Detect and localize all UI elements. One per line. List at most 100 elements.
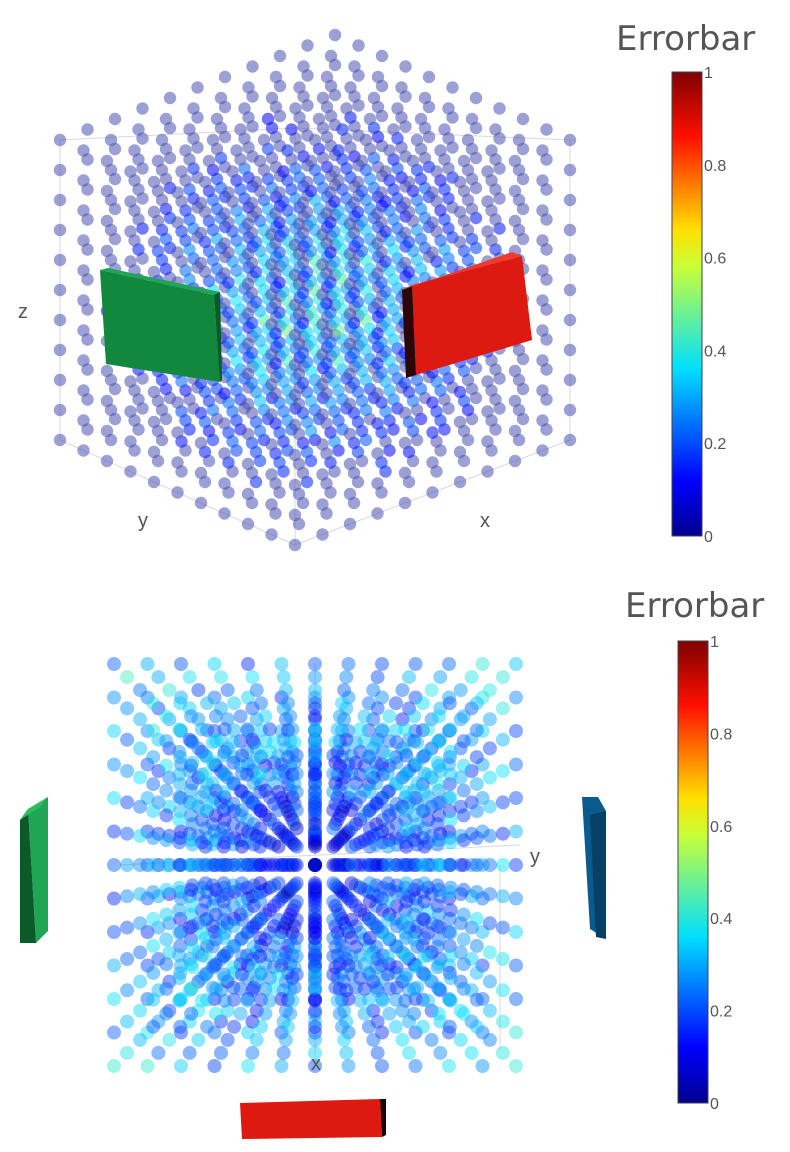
data-point: [308, 833, 322, 848]
data-point: [308, 971, 322, 986]
data-point: [140, 891, 155, 906]
data-point: [316, 348, 329, 361]
data-point: [162, 683, 177, 698]
data-point: [381, 766, 395, 781]
data-point: [288, 388, 302, 402]
data-point: [205, 735, 220, 750]
data-point: [278, 828, 293, 843]
data-point: [271, 803, 286, 818]
data-point: [289, 766, 304, 781]
scatter-3d-top-plot[interactable]: y x Errorbar 00.20.40.60.81: [0, 575, 790, 1152]
data-point: [417, 949, 432, 964]
data-point: [337, 712, 352, 727]
data-point: [276, 983, 291, 998]
data-point: [241, 657, 255, 671]
data-point: [382, 808, 397, 823]
data-point: [227, 992, 242, 1007]
data-point: [140, 791, 155, 805]
data-point: [453, 741, 468, 756]
data-point: [308, 898, 322, 913]
data-point: [426, 216, 439, 229]
data-point: [563, 133, 577, 147]
data-point: [233, 833, 248, 848]
data-point: [330, 993, 345, 1008]
data-point: [421, 925, 436, 940]
scatter-3d-plot[interactable]: z y x Errorbar 00.20.40.60.81: [0, 0, 790, 575]
data-point: [100, 154, 114, 168]
data-point: [442, 696, 457, 711]
data-point: [343, 487, 357, 501]
data-point: [283, 1006, 298, 1021]
data-point: [388, 750, 403, 765]
data-point: [339, 795, 354, 810]
data-point: [120, 795, 135, 810]
data-point: [461, 133, 475, 147]
data-point: [53, 373, 67, 387]
data-point: [218, 507, 231, 520]
data-point: [357, 758, 372, 773]
data-point: [366, 741, 381, 756]
data-point: [240, 903, 255, 918]
data-point: [398, 812, 413, 827]
data-point: [407, 808, 422, 823]
data-point: [398, 436, 412, 450]
data-point: [417, 803, 432, 818]
data-point: [464, 1045, 479, 1060]
data-point: [233, 907, 248, 922]
data-point: [265, 438, 278, 451]
data-point: [308, 932, 322, 947]
data-point: [146, 804, 161, 819]
data-point: [407, 858, 422, 872]
data-point: [410, 796, 425, 811]
data-point: [227, 885, 242, 899]
data-point: [253, 949, 268, 964]
data-point: [269, 207, 282, 220]
data-point: [194, 226, 208, 240]
data-point: [285, 812, 300, 827]
data-point: [276, 670, 291, 685]
data-point: [262, 835, 277, 850]
data-point: [107, 824, 121, 839]
data-point: [328, 939, 343, 954]
data-point: [456, 882, 471, 897]
data-point: [357, 907, 372, 922]
data-point: [214, 889, 228, 904]
data-point: [563, 403, 577, 417]
data-point: [171, 216, 184, 229]
data-point: [421, 903, 436, 918]
data-point: [172, 880, 187, 895]
data-point: [424, 858, 439, 872]
data-point: [249, 770, 264, 785]
data-point: [289, 839, 304, 854]
data-point: [337, 741, 352, 756]
data-point: [357, 734, 372, 749]
data-point: [226, 165, 239, 178]
data-point: [218, 447, 231, 460]
data-point: [107, 858, 121, 872]
data-point: [151, 701, 166, 716]
data-point: [184, 833, 199, 848]
data-point: [191, 887, 206, 902]
data-point: [430, 755, 445, 770]
data-point: [375, 657, 389, 671]
data-point: [389, 898, 404, 913]
data-point: [283, 709, 298, 724]
data-point: [308, 722, 322, 737]
data-point: [326, 766, 341, 781]
data-point: [399, 60, 412, 73]
data-point: [240, 790, 255, 805]
data-point: [249, 175, 263, 189]
data-point: [254, 804, 269, 819]
data-point: [258, 1006, 273, 1021]
data-point: [328, 817, 343, 832]
data-point: [382, 709, 397, 724]
colorbar-tick-label: 0.2: [704, 436, 726, 453]
data-point: [430, 980, 445, 995]
data-point: [171, 486, 184, 499]
data-point: [341, 925, 356, 939]
data-point: [509, 657, 523, 671]
data-point: [362, 931, 377, 945]
chart-panel-3d-top: y x Errorbar 0 0.2 0.4 0.6 0.8 1: [0, 575, 790, 1152]
data-point: [509, 791, 523, 805]
data-point: [265, 318, 278, 331]
